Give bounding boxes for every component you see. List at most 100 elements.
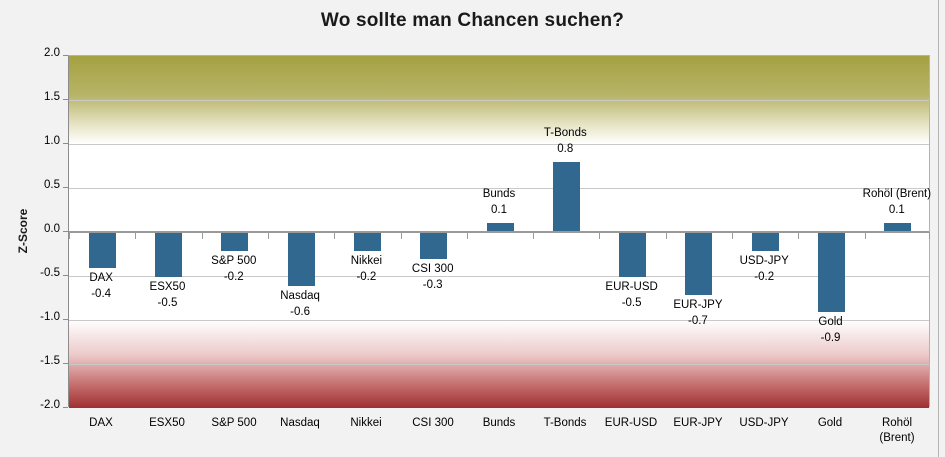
x-category-label: EUR-USD — [604, 417, 658, 429]
y-axis-tick — [63, 319, 68, 320]
plot-area — [68, 55, 930, 408]
bar-value: 0.1 — [490, 204, 507, 217]
x-category-label: Gold — [817, 417, 843, 429]
category-tick — [135, 232, 136, 239]
bar-data-label: DAX -0.4 — [89, 270, 113, 302]
x-category-label: T-Bonds — [543, 417, 587, 429]
bar-value: -0.5 — [621, 297, 642, 309]
category-tick — [334, 232, 335, 239]
x-category-label: EUR-JPY — [673, 417, 723, 429]
y-axis-tick — [63, 275, 68, 276]
bar-data-label: Nasdaq -0.6 — [280, 288, 320, 320]
category-tick — [865, 232, 866, 239]
y-axis-tick — [63, 99, 68, 100]
gridline — [69, 100, 929, 101]
category-tick — [798, 232, 799, 239]
y-axis-tick — [63, 363, 68, 364]
category-tick — [202, 232, 203, 239]
category-tick — [69, 232, 70, 239]
x-category-label: ESX50 — [149, 417, 185, 429]
x-category-label: DAX — [89, 417, 113, 429]
bar-series-name: Gold — [818, 316, 843, 329]
bar — [685, 233, 712, 295]
x-category-label: Bunds — [482, 417, 516, 429]
x-category-label: Nikkei — [350, 417, 382, 429]
bar-series-name: ESX50 — [149, 281, 186, 293]
bar — [818, 233, 845, 313]
gridline — [69, 144, 929, 145]
bar-data-label: USD-JPY -0.2 — [740, 253, 789, 285]
category-tick — [533, 232, 534, 239]
category-tick — [599, 232, 600, 239]
bar-series-name: USD-JPY — [739, 254, 789, 267]
category-tick — [732, 232, 733, 239]
bar-value: 0.1 — [888, 204, 905, 217]
gridline — [69, 364, 929, 365]
bar — [420, 233, 447, 260]
y-axis-tick — [63, 231, 68, 232]
bar-series-name: Nikkei — [350, 254, 383, 267]
bar-value: -0.6 — [290, 305, 310, 318]
y-tick-label: -1.5 — [40, 355, 60, 367]
bar-value: -0.9 — [820, 332, 841, 345]
bar-series-name: CSI 300 — [411, 263, 454, 276]
y-tick-label: 2.0 — [44, 47, 60, 59]
category-tick — [929, 232, 930, 239]
bar — [221, 233, 248, 251]
bar-value: -0.3 — [422, 279, 443, 292]
bar-series-name: EUR-USD — [605, 281, 658, 293]
y-axis-tick — [63, 407, 68, 408]
bar-data-label: EUR-USD -0.5 — [605, 279, 657, 311]
bar-data-label: S&P 500 -0.2 — [211, 253, 256, 285]
bar-value: -0.2 — [754, 270, 775, 283]
bar-data-label: EUR-JPY -0.7 — [673, 297, 722, 329]
x-category-label: Nasdaq — [280, 417, 320, 429]
y-axis-tick — [63, 55, 68, 56]
y-axis-tick — [63, 143, 68, 144]
y-axis-tick — [63, 187, 68, 188]
chart-frame-border — [938, 0, 939, 457]
bar-series-name: EUR-JPY — [673, 298, 723, 311]
category-tick — [401, 232, 402, 239]
bar-series-name: T-Bonds — [543, 126, 587, 139]
gridline — [69, 320, 929, 321]
bar-data-label: Bunds 0.1 — [483, 186, 516, 218]
bar — [553, 161, 580, 232]
category-tick — [268, 232, 269, 239]
gridline — [69, 276, 929, 277]
y-tick-label: -1.0 — [40, 311, 60, 323]
bar — [288, 233, 315, 286]
bar-data-label: T-Bonds 0.8 — [544, 125, 587, 157]
x-category-label: CSI 300 — [412, 417, 454, 429]
bar-data-label: CSI 300 -0.3 — [412, 261, 454, 293]
y-tick-label: -0.5 — [40, 267, 60, 279]
bar-data-label: ESX50 -0.5 — [150, 279, 186, 311]
zero-axis-line — [69, 231, 929, 233]
chart-title: Wo sollte man Chancen suchen? — [320, 10, 625, 31]
bar-data-label: Nikkei -0.2 — [351, 253, 382, 285]
bar-data-label: Rohöl (Brent) 0.1 — [863, 186, 931, 218]
bar — [89, 233, 116, 269]
y-tick-label: 1.0 — [44, 135, 60, 147]
bar — [752, 233, 779, 251]
x-category-label: Rohöl (Brent) — [879, 417, 915, 444]
bar-value: -0.2 — [356, 270, 377, 283]
x-category-label: S&P 500 — [211, 417, 257, 429]
bar — [155, 233, 182, 277]
bar-value: 0.8 — [557, 142, 574, 155]
bar — [354, 233, 381, 251]
y-tick-label: 0.0 — [44, 223, 60, 235]
bar-value: -0.4 — [91, 288, 112, 301]
bar — [487, 223, 514, 232]
gridline — [69, 188, 929, 189]
y-tick-label: 0.5 — [44, 179, 60, 191]
bar-series-name: DAX — [89, 272, 113, 285]
category-tick — [467, 232, 468, 239]
bar-series-name: S&P 500 — [211, 254, 257, 267]
bar-data-label: Gold -0.9 — [818, 314, 842, 346]
bar-series-name: Rohöl (Brent) — [862, 188, 932, 201]
x-category-label: USD-JPY — [739, 417, 789, 429]
y-tick-label: -2.0 — [40, 399, 60, 411]
bar-value: -0.7 — [688, 314, 708, 327]
